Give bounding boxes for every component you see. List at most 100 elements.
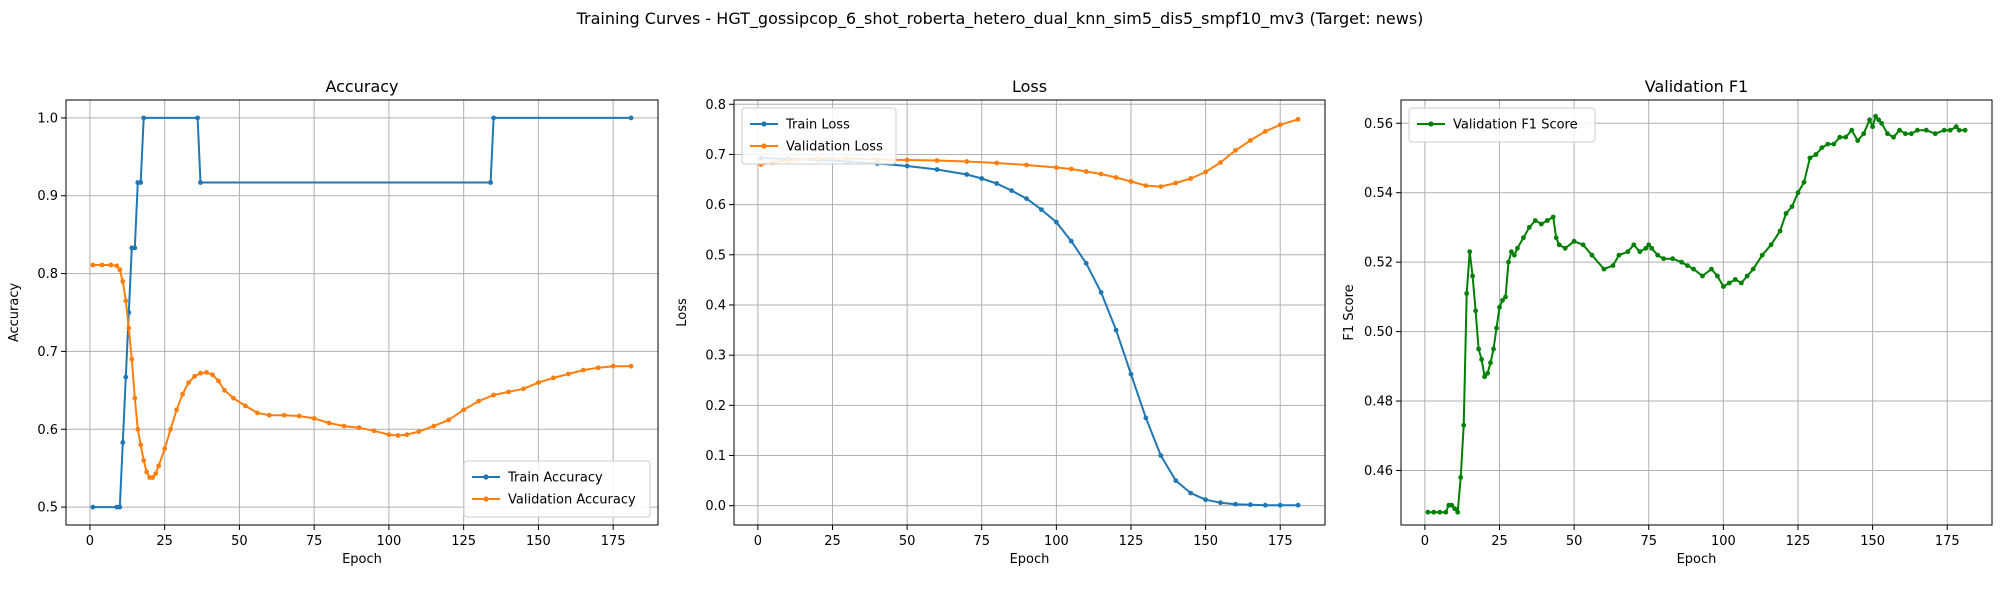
data-point: [1855, 138, 1861, 144]
axes-frame: [733, 99, 1326, 526]
data-point: [1715, 273, 1720, 279]
data-point: [1691, 266, 1696, 272]
data-point: [296, 413, 302, 419]
legend-swatch-marker: [483, 496, 489, 502]
y-tick-label: 0.6: [37, 423, 58, 438]
data-point: [1768, 242, 1774, 248]
data-point: [144, 469, 150, 475]
data-point: [198, 180, 203, 185]
y-axis-label: F1 Score: [1342, 284, 1357, 340]
data-point: [1956, 127, 1962, 133]
data-point: [1795, 190, 1801, 196]
data-point: [1526, 225, 1532, 230]
subplot-3: 0 25 50 75 100 125 150 175 0.46 0.48 0.50 0.52 0.54 0…: [1342, 77, 1993, 567]
y-tick-label: 1.0: [37, 111, 58, 126]
data-point: [1188, 490, 1194, 496]
x-tick-label: 150: [526, 534, 551, 549]
subplot-2: 0 25 50 75 100 125 150 175 0.0 0.1 0.2 0.3 0.4 0.5 0.6…: [675, 77, 1326, 567]
figure-suptitle: Training Curves - HGT_gossipcop_6_shot_r…: [576, 9, 1424, 29]
data-point: [1649, 245, 1655, 251]
data-point: [1054, 219, 1059, 225]
data-point: [1556, 242, 1562, 248]
legend-swatch-marker: [761, 121, 767, 127]
data-point: [1685, 263, 1690, 268]
data-point: [1885, 131, 1890, 137]
data-point: [1098, 290, 1104, 295]
gridlines: [734, 100, 1325, 525]
x-tick-label: 25: [824, 534, 841, 549]
data-point: [1876, 117, 1881, 123]
data-point: [1470, 273, 1475, 279]
y-tick-label: 0.4: [705, 298, 726, 313]
data-point: [1521, 235, 1526, 241]
data-point: [1891, 134, 1896, 140]
data-point: [1449, 502, 1455, 508]
y-tick-label: 0.54: [1364, 186, 1393, 201]
subplot-title: Accuracy: [325, 77, 398, 96]
data-point: [1464, 291, 1470, 296]
y-tick-label: 0.8: [37, 267, 58, 282]
y-tick-label: 0.48: [1364, 395, 1393, 410]
data-point: [1113, 175, 1119, 180]
data-point: [281, 412, 287, 418]
data-point: [1849, 127, 1855, 133]
y-tick-label: 0.3: [705, 349, 726, 364]
data-point: [1473, 308, 1478, 314]
data-point: [1437, 509, 1443, 515]
data-point: [1759, 252, 1765, 258]
data-point: [1158, 453, 1164, 458]
data-point: [1625, 249, 1631, 255]
data-point: [1538, 221, 1544, 227]
legend-swatch-marker: [761, 143, 767, 149]
legend-swatch-marker: [1428, 121, 1434, 127]
x-tick-label: 0: [1421, 534, 1429, 549]
data-point: [551, 375, 556, 381]
data-point: [1789, 204, 1795, 210]
x-tick-label: 125: [1786, 534, 1811, 549]
data-point: [326, 420, 332, 426]
data-point: [446, 417, 452, 423]
axes-frame: [1400, 99, 1993, 526]
data-point: [1562, 245, 1568, 251]
data-point: [1113, 327, 1119, 333]
data-point: [1476, 346, 1481, 352]
data-point: [1512, 252, 1517, 258]
data-point: [1295, 502, 1301, 508]
data-point: [1494, 325, 1499, 331]
data-point: [1962, 127, 1968, 133]
x-tick-label: 25: [156, 534, 173, 549]
data-point: [204, 370, 209, 375]
data-point: [1953, 124, 1959, 130]
data-point: [1873, 113, 1878, 119]
data-point: [386, 432, 392, 438]
data-point: [1819, 145, 1825, 151]
data-point: [1544, 218, 1550, 223]
data-point: [120, 440, 126, 445]
data-point: [506, 389, 511, 395]
data-point: [1277, 122, 1283, 128]
data-point: [1143, 415, 1149, 421]
data-point: [99, 262, 105, 268]
y-tick-label: 0.1: [705, 449, 726, 464]
data-point: [610, 363, 616, 369]
data-point: [243, 403, 248, 409]
data-point: [141, 458, 147, 463]
data-point: [123, 374, 129, 380]
x-tick-label: 0: [86, 534, 94, 549]
data-point: [1479, 357, 1484, 362]
y-tick-label: 0.52: [1364, 256, 1393, 271]
data-point: [168, 426, 174, 432]
y-axis-label: Accuracy: [7, 283, 22, 343]
data-point: [1807, 155, 1813, 161]
data-point: [461, 407, 467, 413]
data-point: [1909, 131, 1914, 137]
data-point: [1801, 179, 1807, 185]
y-tick-label: 0.7: [705, 148, 726, 163]
data-point: [1550, 214, 1556, 220]
series-1: [758, 155, 1301, 508]
y-tick-label: 0.5: [705, 248, 726, 263]
data-point: [1879, 120, 1884, 126]
data-point: [138, 442, 144, 448]
x-tick-label: 150: [1860, 534, 1885, 549]
data-point: [416, 429, 422, 434]
